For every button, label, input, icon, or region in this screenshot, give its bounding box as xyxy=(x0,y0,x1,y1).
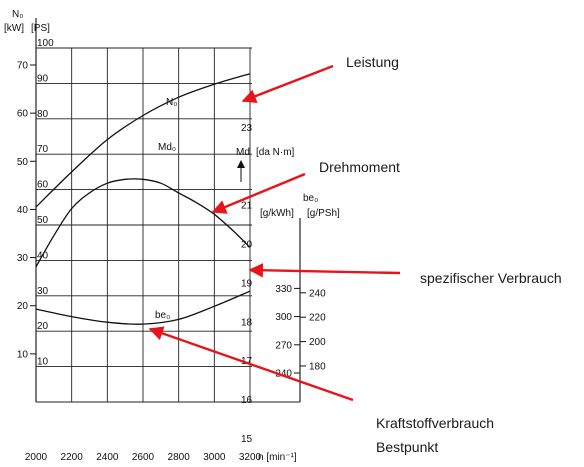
kw-tick-label: 30 xyxy=(17,253,29,264)
kw-axis-title: N₀ xyxy=(12,9,23,20)
be0-consumption-curve-label: be₀ xyxy=(155,310,170,321)
x-tick-label: 2200 xyxy=(61,452,84,463)
x-tick-label: 2800 xyxy=(168,452,191,463)
annotation-leistung-label: Leistung xyxy=(346,54,399,70)
md-tick-label: 20 xyxy=(241,240,253,251)
be-psh-tick-label: 240 xyxy=(309,288,326,299)
annotation-drehmoment-label: Drehmoment xyxy=(319,159,400,175)
chart-curves xyxy=(35,73,251,325)
n0-power-curve xyxy=(35,73,251,208)
kw-tick-label: 50 xyxy=(17,157,29,168)
be0-consumption-curve xyxy=(35,290,251,325)
axis-labels: 10 20 30 40 50 60 70 10 20 30 40 50 60 70 80 90 100 N₀ [kW… xyxy=(4,9,340,463)
kw-tick-label: 60 xyxy=(17,109,29,120)
md0-torque-curve-label: Md₀ xyxy=(158,142,176,153)
chart-grid xyxy=(35,47,300,403)
ps-tick-label: 40 xyxy=(37,250,49,261)
ps-tick-label: 20 xyxy=(37,321,49,332)
x-tick-label: 2600 xyxy=(132,452,155,463)
arrow-drehmoment xyxy=(211,172,306,214)
annotation-bestpunkt-line2: Bestpunkt xyxy=(376,439,438,455)
md-tick-label: 23 xyxy=(241,123,253,134)
kw-tick-label: 10 xyxy=(17,349,29,360)
be-psh-unit: [g/PSh] xyxy=(307,208,340,219)
be-axis-title: be₀ xyxy=(303,193,318,204)
annotation-drehmoment: Drehmoment xyxy=(211,159,400,214)
md-tick-label: 19 xyxy=(241,278,253,289)
arrow-verbrauch xyxy=(248,263,401,278)
annotation-bestpunkt-line1: Kraftstoffverbrauch xyxy=(376,415,494,431)
arrow-bestpunkt xyxy=(148,326,354,402)
ps-tick-label: 60 xyxy=(37,180,49,191)
arrow-leistung xyxy=(241,64,334,104)
be-kwh-unit: [g/kWh] xyxy=(260,208,294,219)
ps-tick-label: 70 xyxy=(37,144,49,155)
be-psh-tick-label: 220 xyxy=(309,313,326,324)
md-tick-label: 15 xyxy=(241,434,253,445)
be-kwh-tick-label: 240 xyxy=(275,369,292,380)
annotation-leistung: Leistung xyxy=(241,54,399,104)
md-tick-label: 21 xyxy=(241,201,253,212)
md-axis-title: Md xyxy=(236,147,250,158)
md0-torque-curve xyxy=(35,178,251,268)
kw-tick-label: 40 xyxy=(17,205,29,216)
ps-tick-label: 90 xyxy=(37,73,49,84)
ps-tick-label: 30 xyxy=(37,286,49,297)
md-axis-arrowhead xyxy=(237,160,245,168)
annotation-verbrauch-label: spezifischer Verbrauch xyxy=(420,270,562,286)
annotation-bestpunkt: Kraftstoffverbrauch Bestpunkt xyxy=(148,326,494,455)
md-tick-label: 18 xyxy=(241,317,253,328)
ps-tick-label: 80 xyxy=(37,109,49,120)
ps-axis-unit: [PS] xyxy=(31,23,50,34)
x-tick-label: 2000 xyxy=(25,452,48,463)
chart-axes xyxy=(30,18,306,402)
x-tick-label: 3200 xyxy=(239,452,262,463)
be-psh-tick-label: 180 xyxy=(309,362,326,373)
be-kwh-tick-label: 270 xyxy=(275,340,292,351)
md-axis-unit: [da N·m] xyxy=(256,147,295,158)
ps-tick-label: 10 xyxy=(37,357,49,368)
kw-axis-unit: [kW] xyxy=(4,23,24,34)
ps-tick-label: 50 xyxy=(37,215,49,226)
x-tick-label: 3000 xyxy=(203,452,226,463)
kw-tick-label: 70 xyxy=(17,60,29,71)
be-kwh-tick-label: 330 xyxy=(275,284,292,295)
x-tick-label: 2400 xyxy=(96,452,119,463)
md-tick-label: 16 xyxy=(241,395,253,406)
annotation-verbrauch: spezifischer Verbrauch xyxy=(248,263,562,286)
be-kwh-tick-label: 300 xyxy=(275,312,292,323)
be-psh-tick-label: 200 xyxy=(309,337,326,348)
n0-power-curve-label: N₀ xyxy=(166,97,177,108)
ps-tick-label: 100 xyxy=(37,38,54,49)
x-axis-unit: n [min⁻¹] xyxy=(258,452,297,463)
kw-tick-label: 20 xyxy=(17,301,29,312)
